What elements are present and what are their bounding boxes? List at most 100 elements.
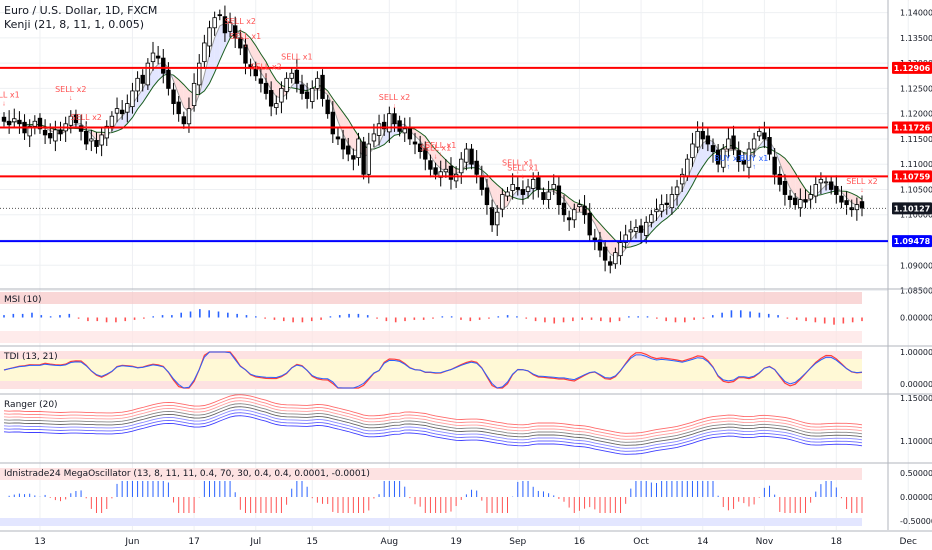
candle-body [577, 204, 582, 208]
candle-body [73, 114, 79, 124]
x-tick-label: 18 [831, 537, 843, 547]
osc-upper-zone [0, 468, 862, 480]
trade-signal-arrow: ↑ [752, 164, 756, 171]
candle-body [227, 22, 233, 32]
candle-body [417, 143, 423, 152]
candle-body [258, 78, 264, 84]
y-tick-label: 1.12000 [900, 110, 932, 119]
candle-body [114, 108, 120, 114]
level-price-label: 1.11726 [894, 124, 931, 133]
candle-body [690, 143, 695, 159]
ma-cloud-segment [656, 212, 662, 227]
candle-body [602, 246, 608, 261]
candle-body [608, 261, 613, 266]
trade-signal-label: SELL x1 [230, 32, 261, 41]
trade-signal-label: SELL x1 [502, 158, 533, 167]
ranger-band-line [3, 397, 863, 437]
candle-body [171, 89, 176, 104]
candle-body [181, 116, 187, 125]
candle-body [854, 204, 860, 211]
level-price-label: 1.09478 [894, 237, 931, 246]
candle-body [654, 209, 659, 213]
x-tick-label: 14 [697, 537, 709, 547]
candle-body [582, 205, 587, 216]
trade-signal-label: SELL x1 [0, 90, 20, 99]
candle-body [346, 145, 351, 155]
candle-body [6, 120, 12, 126]
candle-body [803, 199, 808, 203]
candle-body [191, 82, 197, 107]
tdi-lower-zone [0, 381, 862, 389]
trade-signal-arrow: ↓ [2, 100, 6, 107]
candle-body [325, 99, 330, 115]
candle-body [263, 82, 269, 94]
candle-body [109, 115, 115, 127]
ma-cloud-segment [594, 217, 600, 235]
candle-body [140, 74, 145, 84]
y-tick-label: 1.14000 [900, 9, 932, 18]
candle-body [649, 214, 654, 223]
candle-body [428, 160, 433, 170]
candle-body [510, 184, 515, 191]
trade-signal-label: SELL x2 [55, 85, 86, 94]
ranger-title: Ranger (20) [4, 400, 58, 410]
candle-body [618, 242, 623, 257]
candle-body [633, 226, 639, 232]
trade-signal-label: SELL x1 [425, 141, 456, 150]
y-tick-label: 1.13500 [900, 34, 932, 43]
level-price-label: 1.12906 [894, 64, 931, 73]
candle-body [623, 234, 628, 243]
level-price-tag [892, 170, 932, 183]
ma-cloud-segment [250, 38, 256, 64]
candle-body [42, 129, 48, 136]
trade-signal-arrow: ↓ [516, 168, 520, 175]
ma-cloud-segment [178, 79, 184, 108]
ma-cloud-segment [183, 84, 189, 113]
y-tick-label: 1.12500 [900, 84, 932, 93]
last-price-tag [892, 202, 932, 215]
candle-body [330, 111, 336, 135]
candle-body [84, 130, 89, 145]
candle-body [366, 143, 371, 175]
ma-cloud-segment [240, 30, 246, 43]
trade-signal-arrow: ↓ [521, 174, 525, 181]
y-tick-label: 0.00000 [900, 493, 932, 502]
candle-body [484, 187, 490, 206]
candle-body [551, 184, 556, 190]
candle-body [268, 90, 274, 107]
candle-body [212, 17, 217, 29]
ma-cloud-segment [702, 139, 708, 167]
candle-body [839, 195, 844, 203]
candle-body [515, 187, 520, 190]
osc-title: Idnistrade24 MegaOscillator (13, 8, 11, … [4, 469, 370, 479]
candle-body [474, 160, 479, 175]
x-tick-label: Jun [124, 537, 139, 547]
candle-body [798, 199, 803, 209]
candle-body [823, 181, 829, 184]
candle-body [186, 108, 192, 125]
candle-body [525, 186, 531, 192]
candle-body [664, 202, 669, 206]
candle-body [592, 237, 598, 241]
ma-cloud-segment [851, 193, 857, 206]
candle-body [715, 149, 721, 165]
indicator-title[interactable]: Kenji (21, 8, 11, 1, 0.005) [4, 18, 145, 31]
symbol-title[interactable]: Euro / U.S. Dollar, 1D, FXCM [4, 4, 158, 17]
ma-cloud-segment [820, 185, 827, 195]
candle-body [335, 136, 341, 140]
candle-body [27, 125, 32, 137]
candle-body [381, 121, 387, 130]
candle-body [674, 186, 680, 195]
ranger-band-line [3, 415, 863, 455]
ma-cloud-segment [425, 136, 431, 156]
candle-body [459, 158, 464, 174]
level-price-tag [892, 121, 932, 134]
x-tick-label: Oct [633, 537, 649, 547]
x-tick-label: Jul [249, 537, 261, 547]
candle-body [351, 155, 356, 160]
ma-cloud-segment [682, 178, 688, 202]
candle-body [541, 192, 546, 200]
ma-cloud-segment [784, 158, 791, 189]
candle-body [299, 84, 305, 94]
